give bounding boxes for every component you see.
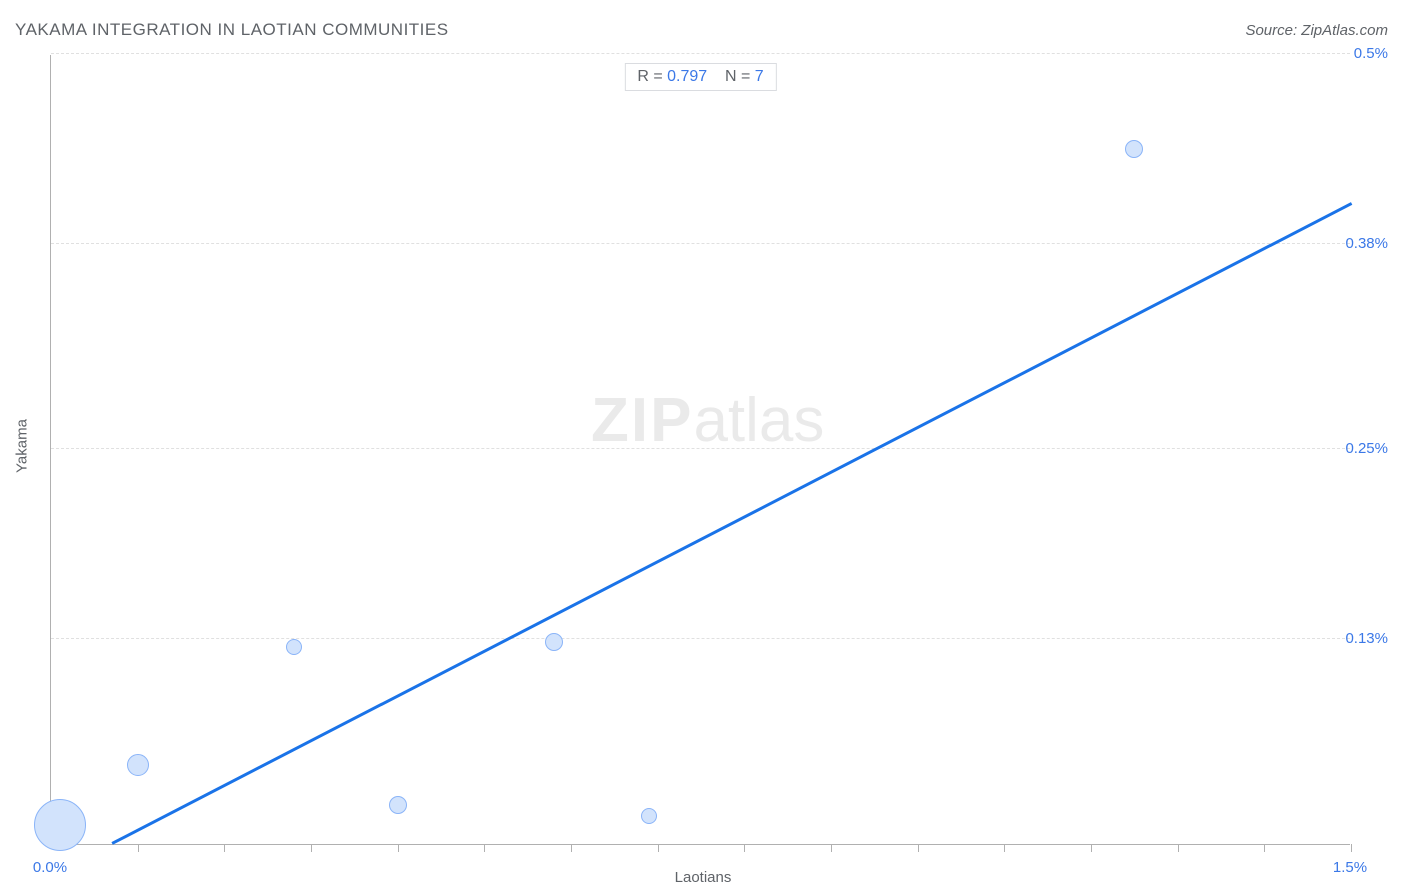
- plot-area: R = 0.797 N = 7 ZIPatlas: [50, 55, 1350, 845]
- x-tick: [484, 844, 485, 852]
- gridline: [51, 448, 1350, 449]
- x-tick: [1264, 844, 1265, 852]
- x-tick-label-min: 0.0%: [33, 859, 67, 876]
- x-tick: [398, 844, 399, 852]
- x-tick: [1091, 844, 1092, 852]
- y-axis-label: Yakama: [14, 419, 31, 473]
- gridline: [51, 243, 1350, 244]
- x-tick: [311, 844, 312, 852]
- source-attribution: Source: ZipAtlas.com: [1245, 22, 1388, 39]
- y-tick-label: 0.5%: [1354, 45, 1388, 62]
- x-tick: [831, 844, 832, 852]
- y-tick-label: 0.25%: [1345, 440, 1388, 457]
- x-tick: [224, 844, 225, 852]
- x-tick: [138, 844, 139, 852]
- y-tick-label: 0.38%: [1345, 235, 1388, 252]
- gridline: [51, 53, 1350, 54]
- r-label: R =: [637, 68, 667, 85]
- gridline: [51, 638, 1350, 639]
- y-tick-label: 0.13%: [1345, 630, 1388, 647]
- stats-legend: R = 0.797 N = 7: [624, 63, 776, 91]
- data-point: [389, 796, 407, 814]
- trend-line: [111, 202, 1351, 844]
- watermark-zip: ZIP: [591, 386, 693, 455]
- x-tick: [1178, 844, 1179, 852]
- data-point: [641, 808, 657, 824]
- watermark: ZIPatlas: [591, 385, 824, 456]
- x-tick: [571, 844, 572, 852]
- x-tick-label-max: 1.5%: [1333, 859, 1367, 876]
- n-value: 7: [755, 68, 764, 85]
- data-point: [1125, 140, 1143, 158]
- x-tick: [918, 844, 919, 852]
- n-label: N =: [725, 68, 755, 85]
- data-point: [127, 754, 149, 776]
- watermark-atlas: atlas: [693, 386, 824, 455]
- x-tick: [658, 844, 659, 852]
- data-point: [286, 639, 302, 655]
- x-axis-label: Laotians: [675, 869, 732, 886]
- x-tick: [1004, 844, 1005, 852]
- x-tick: [1351, 844, 1352, 852]
- chart-title: YAKAMA INTEGRATION IN LAOTIAN COMMUNITIE…: [15, 20, 449, 40]
- x-tick: [744, 844, 745, 852]
- r-value: 0.797: [667, 68, 707, 85]
- data-point: [545, 633, 563, 651]
- data-point: [34, 799, 86, 851]
